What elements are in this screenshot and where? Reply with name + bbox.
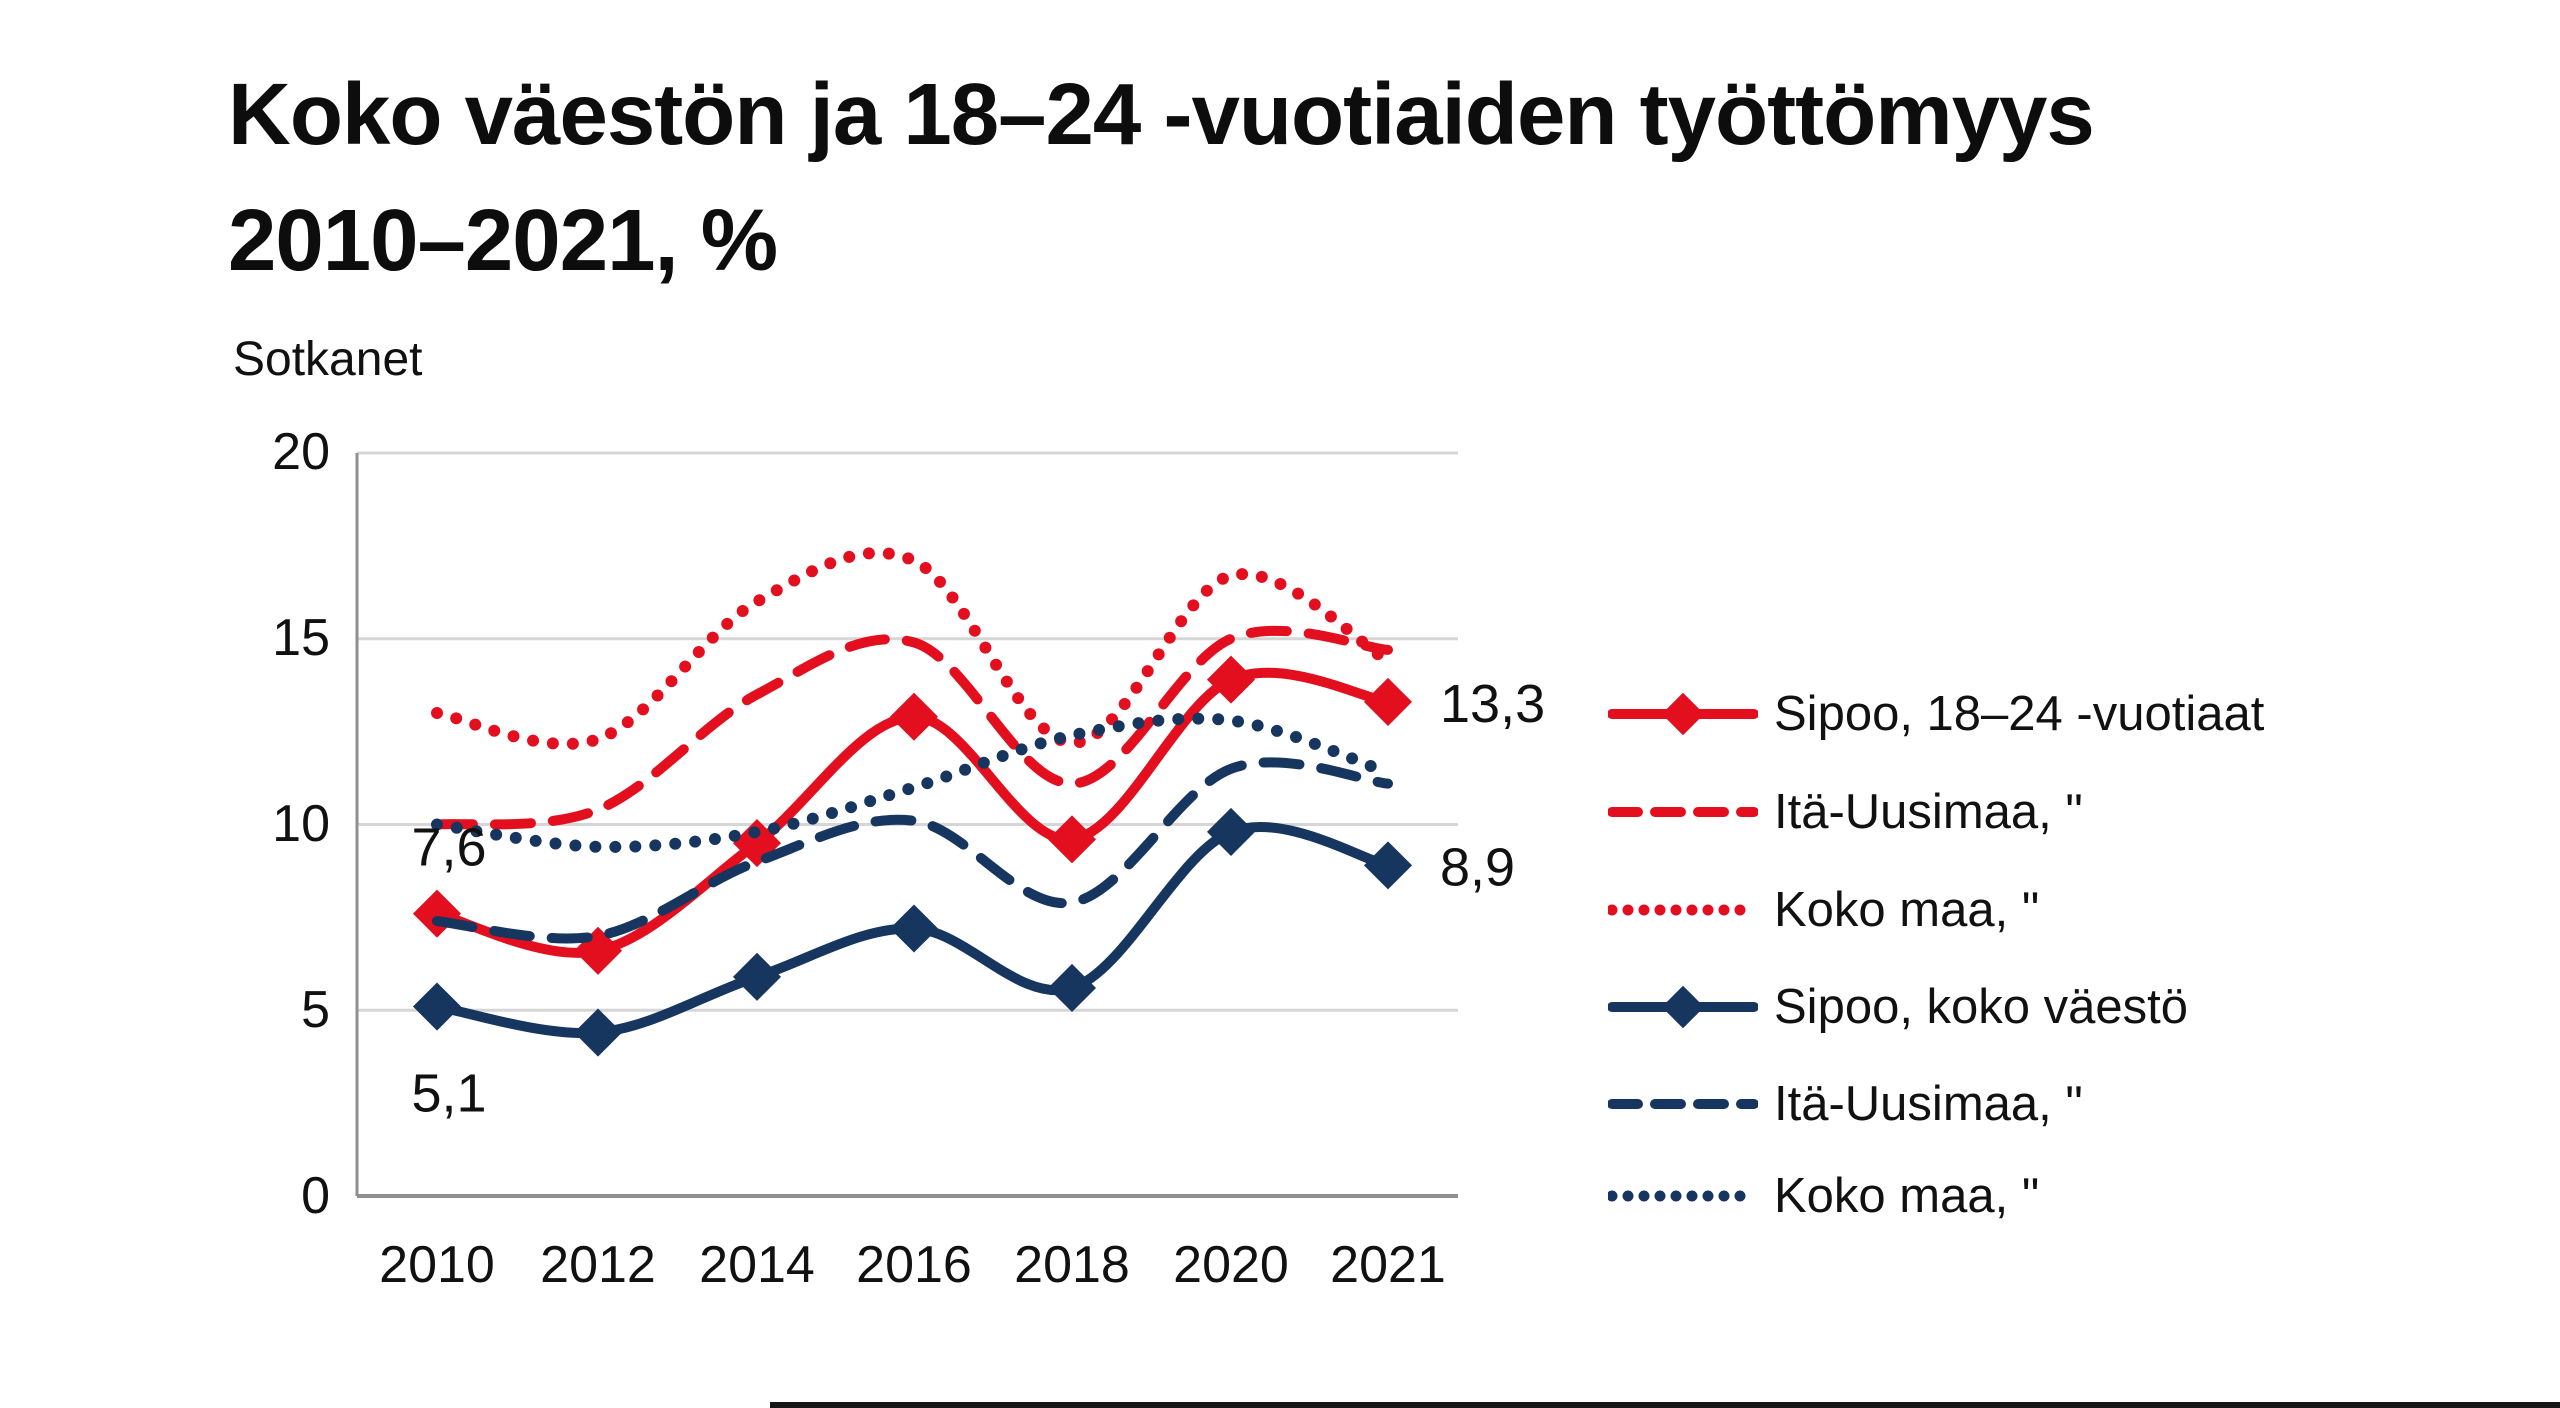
legend-label: Itä-Uusimaa, " (1774, 785, 2083, 839)
x-tick-2016: 2016 (856, 1236, 972, 1294)
legend-item-koko-maa-18-24: Koko maa, " (1608, 875, 2039, 945)
y-tick-15: 15 (272, 609, 330, 667)
legend-item-sipoo-koko-vaesto: Sipoo, koko väestö (1608, 972, 2188, 1042)
legend-label: Koko maa, " (1774, 1169, 2040, 1223)
legend-label: Sipoo, 18–24 -vuotiaat (1774, 687, 2265, 741)
y-tick-5: 5 (301, 981, 330, 1039)
legend-swatch-red-dashed-icon (1608, 807, 1758, 817)
x-tick-2020: 2020 (1173, 1236, 1289, 1294)
legend-swatch-navy-dashed-icon (1608, 1099, 1758, 1109)
y-tick-10: 10 (272, 795, 330, 853)
legend-swatch-red-dotted-icon (1608, 904, 1758, 916)
x-tick-2018: 2018 (1014, 1236, 1130, 1294)
legend-item-sipoo-18-24: Sipoo, 18–24 -vuotiaat (1608, 679, 2264, 749)
svg-text:7,6: 7,6 (411, 818, 486, 878)
legend-item-ita-uusimaa-koko-vaesto: Itä-Uusimaa, " (1608, 1069, 2083, 1139)
svg-text:5,1: 5,1 (411, 1064, 486, 1124)
legend-swatch-red-solid-icon (1608, 692, 1758, 736)
x-tick-2014: 2014 (699, 1236, 815, 1294)
bottom-edge-bar (770, 1402, 2560, 1408)
legend-label: Sipoo, koko väestö (1774, 980, 2189, 1034)
legend-label: Itä-Uusimaa, " (1774, 1077, 2083, 1131)
y-tick-20: 20 (272, 423, 330, 481)
chart-title: Koko väestön ja 18–24 -vuotiaiden työttö… (228, 52, 2488, 304)
chart-title-line2: 2010–2021, % (228, 192, 778, 289)
legend-swatch-navy-dotted-icon (1608, 1190, 1758, 1202)
x-tick-2021: 2021 (1330, 1236, 1446, 1294)
legend-label: Koko maa, " (1774, 883, 2040, 937)
chart-title-line1: Koko väestön ja 18–24 -vuotiaiden työttö… (228, 66, 2095, 163)
source-label: Sotkanet (233, 333, 423, 386)
y-tick-0: 0 (301, 1167, 330, 1225)
legend-item-koko-maa-koko-vaesto: Koko maa, " (1608, 1161, 2039, 1231)
legend-swatch-navy-solid-icon (1608, 985, 1758, 1029)
x-tick-2012: 2012 (540, 1236, 656, 1294)
x-tick-2010: 2010 (379, 1236, 495, 1294)
legend-item-ita-uusimaa-18-24: Itä-Uusimaa, " (1608, 777, 2083, 847)
svg-text:8,9: 8,9 (1440, 837, 1515, 897)
svg-text:13,3: 13,3 (1440, 674, 1545, 734)
